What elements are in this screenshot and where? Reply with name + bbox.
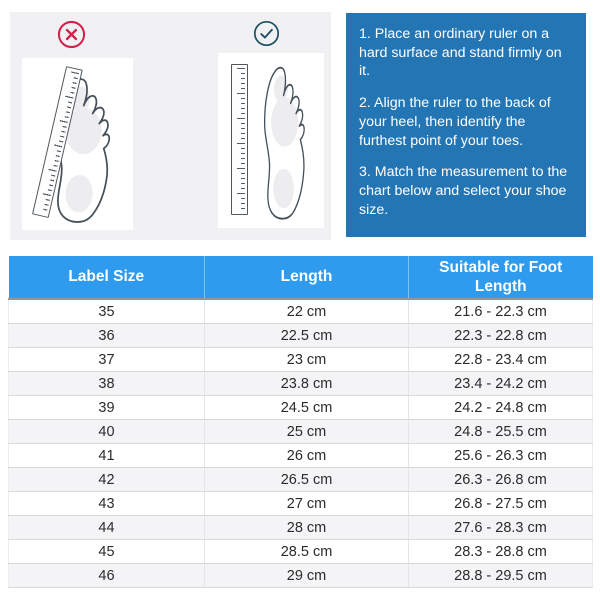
header-length: Length bbox=[204, 256, 409, 299]
label-size-cell: 44 bbox=[8, 515, 205, 540]
instruction-step-2: 2. Align the ruler to the back of your h… bbox=[359, 95, 551, 149]
table-row: 45 28.5 cm 28.3 - 28.8 cm bbox=[8, 539, 593, 564]
length-cell: 23.8 cm bbox=[204, 371, 409, 396]
table-row: 35 22 cm 21.6 - 22.3 cm bbox=[8, 299, 593, 324]
table-row: 38 23.8 cm 23.4 - 24.2 cm bbox=[8, 371, 593, 396]
foot-length-cell: 25.6 - 26.3 cm bbox=[408, 443, 593, 468]
foot-length-cell: 23.4 - 24.2 cm bbox=[408, 371, 593, 396]
wrong-measurement-card bbox=[22, 58, 133, 230]
foot-length-cell: 26.8 - 27.5 cm bbox=[408, 491, 593, 516]
ruler-illustration bbox=[231, 64, 248, 215]
table-row: 39 24.5 cm 24.2 - 24.8 cm bbox=[8, 395, 593, 420]
length-cell: 24.5 cm bbox=[204, 395, 409, 420]
foot-illustration bbox=[250, 59, 315, 225]
foot-length-cell: 22.8 - 23.4 cm bbox=[408, 347, 593, 372]
table-row: 37 23 cm 22.8 - 23.4 cm bbox=[8, 347, 593, 372]
size-chart-table: Label Size Length Suitable for Foot Leng… bbox=[8, 256, 593, 588]
table-row: 46 29 cm 28.8 - 29.5 cm bbox=[8, 563, 593, 588]
length-cell: 28.5 cm bbox=[204, 539, 409, 564]
foot-length-cell: 24.8 - 25.5 cm bbox=[408, 419, 593, 444]
instructions-box: 1. Place an ordinary ruler on a hard sur… bbox=[346, 13, 586, 237]
correct-measurement-card bbox=[218, 53, 324, 228]
foot-length-cell: 24.2 - 24.8 cm bbox=[408, 395, 593, 420]
label-size-cell: 43 bbox=[8, 491, 205, 516]
label-size-cell: 40 bbox=[8, 419, 205, 444]
label-size-cell: 38 bbox=[8, 371, 205, 396]
label-size-cell: 39 bbox=[8, 395, 205, 420]
header-foot-length: Suitable for Foot Length bbox=[408, 256, 593, 299]
length-cell: 27 cm bbox=[204, 491, 409, 516]
foot-length-cell: 28.8 - 29.5 cm bbox=[408, 563, 593, 588]
label-size-cell: 41 bbox=[8, 443, 205, 468]
measurement-guide-panel bbox=[10, 12, 331, 240]
table-row: 36 22.5 cm 22.3 - 22.8 cm bbox=[8, 323, 593, 348]
length-cell: 22 cm bbox=[204, 299, 409, 324]
instruction-step-3: 3. Match the measurement to the chart be… bbox=[359, 164, 568, 218]
table-row: 42 26.5 cm 26.3 - 26.8 cm bbox=[8, 467, 593, 492]
label-size-cell: 45 bbox=[8, 539, 205, 564]
table-row: 44 28 cm 27.6 - 28.3 cm bbox=[8, 515, 593, 540]
foot-length-cell: 21.6 - 22.3 cm bbox=[408, 299, 593, 324]
length-cell: 22.5 cm bbox=[204, 323, 409, 348]
length-cell: 28 cm bbox=[204, 515, 409, 540]
label-size-cell: 42 bbox=[8, 467, 205, 492]
check-circle-icon bbox=[253, 20, 280, 47]
size-chart-body: 35 22 cm 21.6 - 22.3 cm 36 22.5 cm 22.3 - 22.… bbox=[8, 299, 593, 588]
length-cell: 25 cm bbox=[204, 419, 409, 444]
table-row: 43 27 cm 26.8 - 27.5 cm bbox=[8, 491, 593, 516]
label-size-cell: 36 bbox=[8, 323, 205, 348]
length-cell: 26.5 cm bbox=[204, 467, 409, 492]
length-cell: 29 cm bbox=[204, 563, 409, 588]
table-header: Label Size Length Suitable for Foot Leng… bbox=[8, 256, 593, 299]
label-size-cell: 46 bbox=[8, 563, 205, 588]
foot-length-cell: 28.3 - 28.8 cm bbox=[408, 539, 593, 564]
header-label-size: Label Size bbox=[8, 256, 205, 299]
label-size-cell: 35 bbox=[8, 299, 205, 324]
x-circle-icon bbox=[57, 20, 86, 49]
foot-length-cell: 27.6 - 28.3 cm bbox=[408, 515, 593, 540]
table-row: 41 26 cm 25.6 - 26.3 cm bbox=[8, 443, 593, 468]
foot-length-cell: 26.3 - 26.8 cm bbox=[408, 467, 593, 492]
label-size-cell: 37 bbox=[8, 347, 205, 372]
instruction-step-1: 1. Place an ordinary ruler on a hard sur… bbox=[359, 26, 562, 80]
table-row: 40 25 cm 24.8 - 25.5 cm bbox=[8, 419, 593, 444]
length-cell: 23 cm bbox=[204, 347, 409, 372]
length-cell: 26 cm bbox=[204, 443, 409, 468]
foot-length-cell: 22.3 - 22.8 cm bbox=[408, 323, 593, 348]
